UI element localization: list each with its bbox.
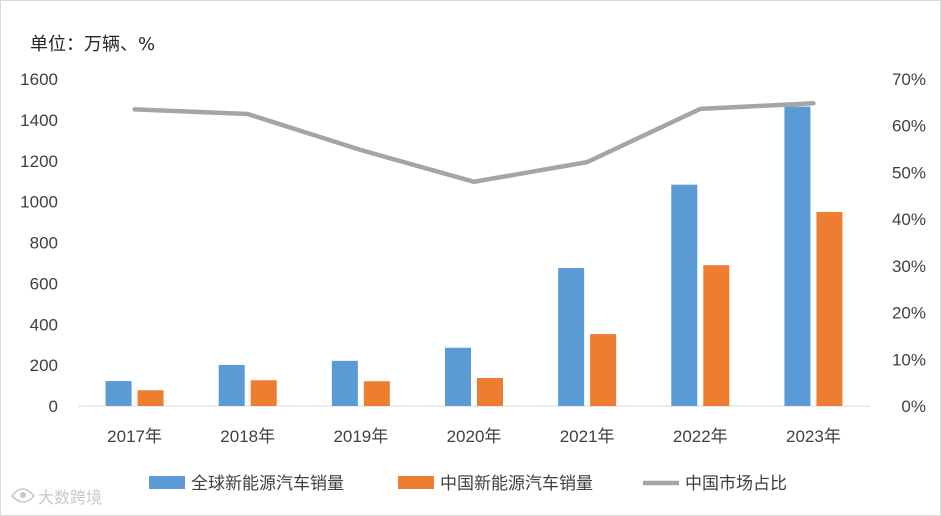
x-tick-label: 2019年 bbox=[333, 427, 388, 446]
y-left-tick-label: 200 bbox=[30, 356, 58, 375]
y-right-tick-label: 30% bbox=[892, 257, 926, 276]
y-left-tick-label: 800 bbox=[30, 234, 58, 253]
x-tick-label: 2022年 bbox=[673, 427, 728, 446]
legend-label: 中国市场占比 bbox=[685, 474, 787, 494]
y-left-tick-label: 1600 bbox=[20, 70, 58, 89]
bar-series bbox=[105, 106, 843, 406]
china-sales-bar bbox=[363, 381, 390, 406]
watermark-text: 大数跨境 bbox=[38, 488, 102, 507]
x-tick-label: 2017年 bbox=[107, 427, 162, 446]
x-tick-label: 2023年 bbox=[786, 427, 841, 446]
global-sales-bar bbox=[105, 381, 132, 406]
y-right-tick-label: 50% bbox=[892, 163, 926, 182]
y-left-tick-label: 400 bbox=[30, 315, 58, 334]
y-left-tick-label: 1400 bbox=[20, 111, 58, 130]
global-sales-bar bbox=[331, 360, 358, 406]
legend-label: 中国新能源汽车销量 bbox=[440, 474, 593, 494]
y-left-tick-label: 1200 bbox=[20, 152, 58, 171]
y-right-tick-label: 20% bbox=[892, 304, 926, 323]
china-sales-bar bbox=[477, 378, 503, 406]
y-right-tick-label: 0% bbox=[901, 397, 926, 416]
x-tick-label: 2020年 bbox=[447, 427, 502, 446]
global-sales-bar bbox=[218, 364, 245, 406]
y-axis-left: 0 200 400 600 800 1000 1200 1400 1600 bbox=[20, 70, 58, 416]
line-series bbox=[132, 101, 816, 185]
x-tick-label: 2021年 bbox=[560, 427, 615, 446]
y-axis-right: 0% 10% 20% 30% 40% 50% 60% 70% bbox=[892, 70, 926, 416]
legend-swatch bbox=[398, 476, 434, 489]
y-left-tick-label: 0 bbox=[49, 397, 58, 416]
global-sales-bar bbox=[671, 184, 698, 406]
y-right-tick-label: 70% bbox=[892, 70, 926, 89]
y-right-tick-label: 10% bbox=[892, 350, 926, 369]
global-sales-bar bbox=[558, 268, 585, 406]
y-right-tick-label: 60% bbox=[892, 117, 926, 136]
legend: 全球新能源汽车销量 中国新能源汽车销量 中国市场占比 bbox=[149, 474, 787, 494]
china-sales-bar bbox=[816, 212, 843, 406]
x-tick-label: 2018年 bbox=[220, 427, 275, 446]
legend-swatch bbox=[149, 476, 185, 489]
china-sales-bar bbox=[250, 380, 277, 406]
y-right-tick-label: 40% bbox=[892, 210, 926, 229]
unit-label: 单位：万辆、% bbox=[30, 34, 155, 55]
legend-label: 全球新能源汽车销量 bbox=[191, 474, 344, 494]
eye-logo-icon bbox=[10, 488, 36, 503]
china-sales-bar bbox=[590, 334, 617, 406]
global-sales-bar bbox=[784, 106, 811, 406]
global-sales-bar bbox=[445, 347, 471, 406]
x-axis-ticks: 2017年 2018年 2019年 2020年 2021年 2022年 2023年 bbox=[107, 427, 841, 446]
y-left-tick-label: 600 bbox=[30, 274, 58, 293]
watermark: 大数跨境 bbox=[10, 488, 102, 507]
y-left-tick-label: 1000 bbox=[20, 193, 58, 212]
china-sales-bar bbox=[137, 390, 164, 406]
china-sales-bar bbox=[703, 265, 730, 406]
